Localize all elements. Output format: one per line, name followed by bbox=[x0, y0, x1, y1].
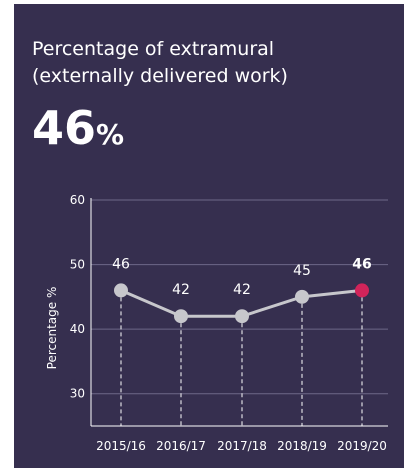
data-label: 42 bbox=[172, 282, 190, 298]
y-axis-title: Percentage % bbox=[45, 287, 59, 370]
data-label: 45 bbox=[293, 263, 311, 279]
x-tick-label: 2017/18 bbox=[217, 439, 267, 453]
data-point bbox=[235, 309, 249, 324]
data-point bbox=[295, 289, 309, 304]
headline-figure: 46% bbox=[32, 105, 124, 151]
y-tick-label: 30 bbox=[70, 387, 85, 401]
y-tick-label: 40 bbox=[70, 322, 85, 336]
headline-unit: % bbox=[96, 118, 125, 151]
data-point bbox=[174, 309, 188, 324]
data-label: 46 bbox=[352, 256, 371, 272]
y-tick-label: 50 bbox=[70, 258, 85, 272]
x-tick-label: 2019/20 bbox=[337, 439, 387, 453]
y-tick-label: 60 bbox=[70, 193, 85, 207]
data-label: 42 bbox=[233, 282, 251, 298]
chart-card bbox=[14, 4, 404, 468]
data-label: 46 bbox=[112, 256, 130, 272]
x-tick-label: 2016/17 bbox=[156, 439, 206, 453]
x-tick-label: 2015/16 bbox=[96, 439, 146, 453]
highlight-point bbox=[355, 283, 369, 298]
data-point bbox=[114, 283, 128, 298]
x-tick-label: 2018/19 bbox=[277, 439, 327, 453]
headline-value: 46 bbox=[32, 101, 97, 155]
chart-title: Percentage of extramural (externally del… bbox=[32, 38, 288, 87]
